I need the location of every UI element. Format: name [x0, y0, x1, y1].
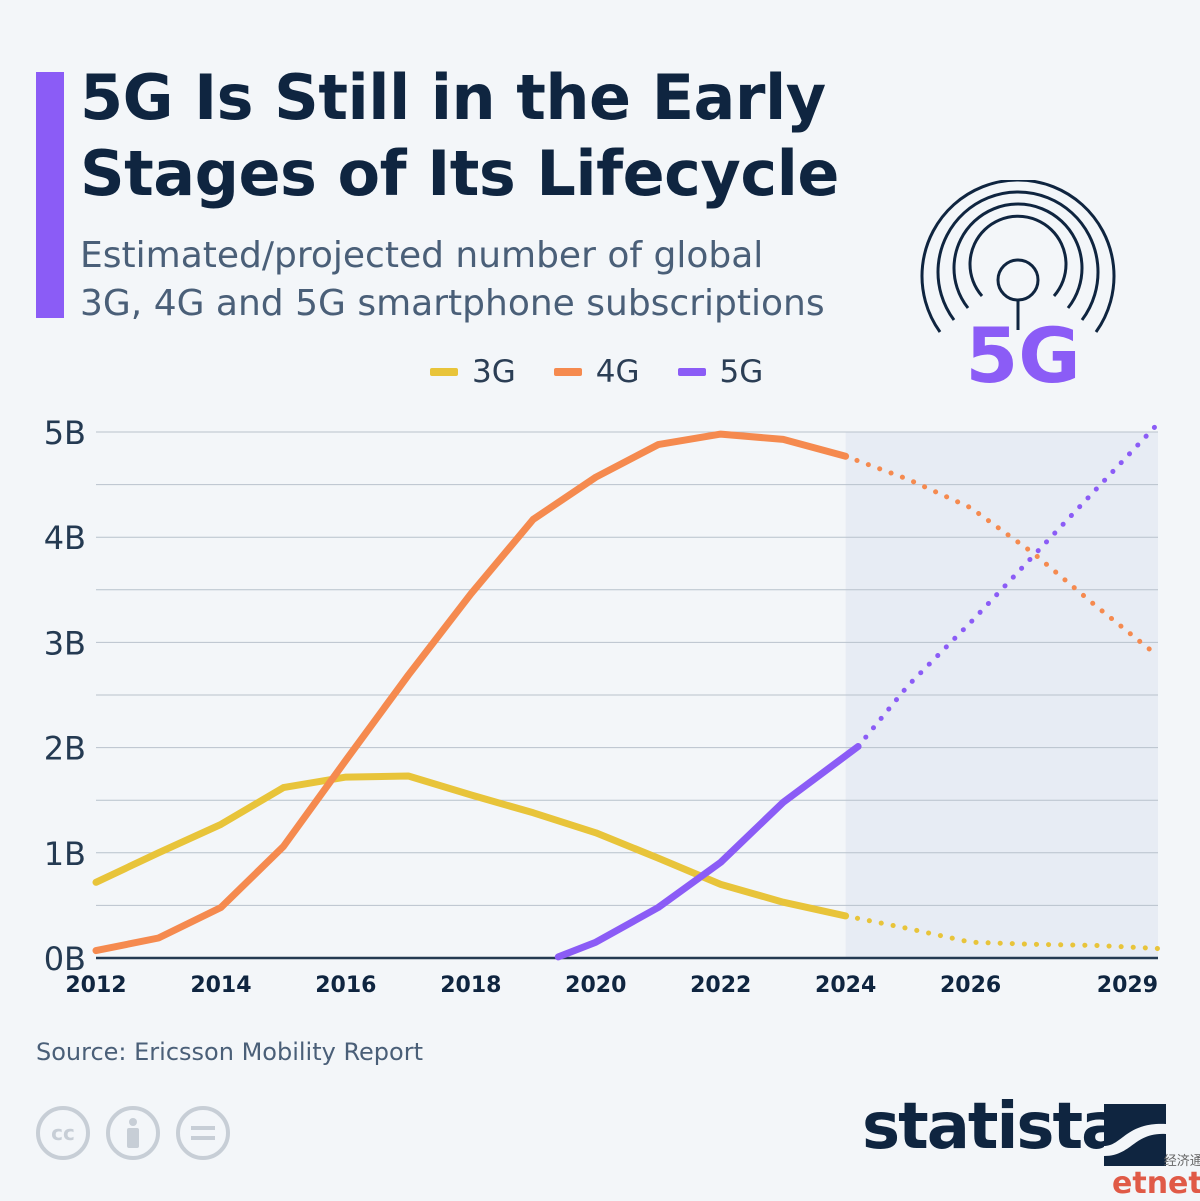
- title-accent-bar: [36, 72, 64, 318]
- legend-label-4g: 4G: [595, 354, 640, 390]
- series-line-5g: [554, 743, 862, 961]
- chart-title: 5G Is Still in the Early Stages of Its L…: [80, 61, 839, 210]
- line-chart: 0B 1B 2B 3B 4B 5B 2012 2014 2016 2018 2020 2022 2024…: [44, 414, 1161, 998]
- legend-swatch-4g: [553, 368, 582, 376]
- x-tick-label: 2020: [565, 973, 626, 998]
- etnet-watermark: 经济通 etnet: [1112, 1150, 1200, 1199]
- x-tick-label: 2029: [1097, 973, 1158, 998]
- series-line-4g: [92, 430, 850, 955]
- x-tick-label: 2022: [690, 973, 751, 998]
- y-tick-label: 1B: [44, 835, 86, 873]
- legend-item-5g: 5G: [677, 354, 764, 390]
- x-tick-label: 2024: [815, 973, 876, 998]
- chart-legend: 3G 4G 5G: [430, 352, 763, 392]
- legend-swatch-3g: [430, 368, 458, 376]
- series-projection-3g: [843, 913, 1161, 951]
- legend-item-3g: 3G: [430, 354, 516, 390]
- no-derivatives-icon[interactable]: [176, 1106, 230, 1160]
- y-tick-label: 4B: [44, 519, 86, 557]
- y-tick-label: 3B: [44, 624, 86, 662]
- legend-swatch-5g: [677, 368, 706, 376]
- 5g-icon-label: 5G: [965, 311, 1080, 390]
- legend-item-4g: 4G: [553, 354, 640, 390]
- x-tick-label: 2018: [440, 973, 501, 998]
- 5g-antenna-icon: 5G: [920, 180, 1116, 390]
- series-projection-5g: [855, 421, 1161, 749]
- chart-subtitle: Estimated/projected number of global 3G,…: [80, 235, 825, 324]
- series-line-3g: [92, 772, 850, 920]
- x-tick-label: 2026: [940, 973, 1001, 998]
- statista-brand[interactable]: statista: [862, 1090, 1124, 1164]
- legend-label-3g: 3G: [472, 354, 516, 390]
- x-tick-label: 2014: [190, 973, 251, 998]
- y-tick-label: 5B: [44, 414, 86, 452]
- source-note: Source: Ericsson Mobility Report: [36, 1038, 423, 1066]
- legend-label-5g: 5G: [719, 354, 764, 390]
- x-tick-label: 2012: [65, 973, 126, 998]
- license-icons: cc: [36, 1106, 230, 1160]
- etnet-watermark-text: etnet: [1112, 1166, 1200, 1201]
- attribution-icon[interactable]: [106, 1106, 160, 1160]
- y-tick-label: 2B: [44, 730, 86, 768]
- x-tick-label: 2016: [315, 973, 376, 998]
- etnet-watermark-cn: 经济通: [1163, 1154, 1200, 1169]
- statista-logo-icon[interactable]: [1104, 1104, 1166, 1166]
- y-tick-label: 0B: [44, 940, 86, 978]
- cc-icon[interactable]: cc: [36, 1106, 90, 1160]
